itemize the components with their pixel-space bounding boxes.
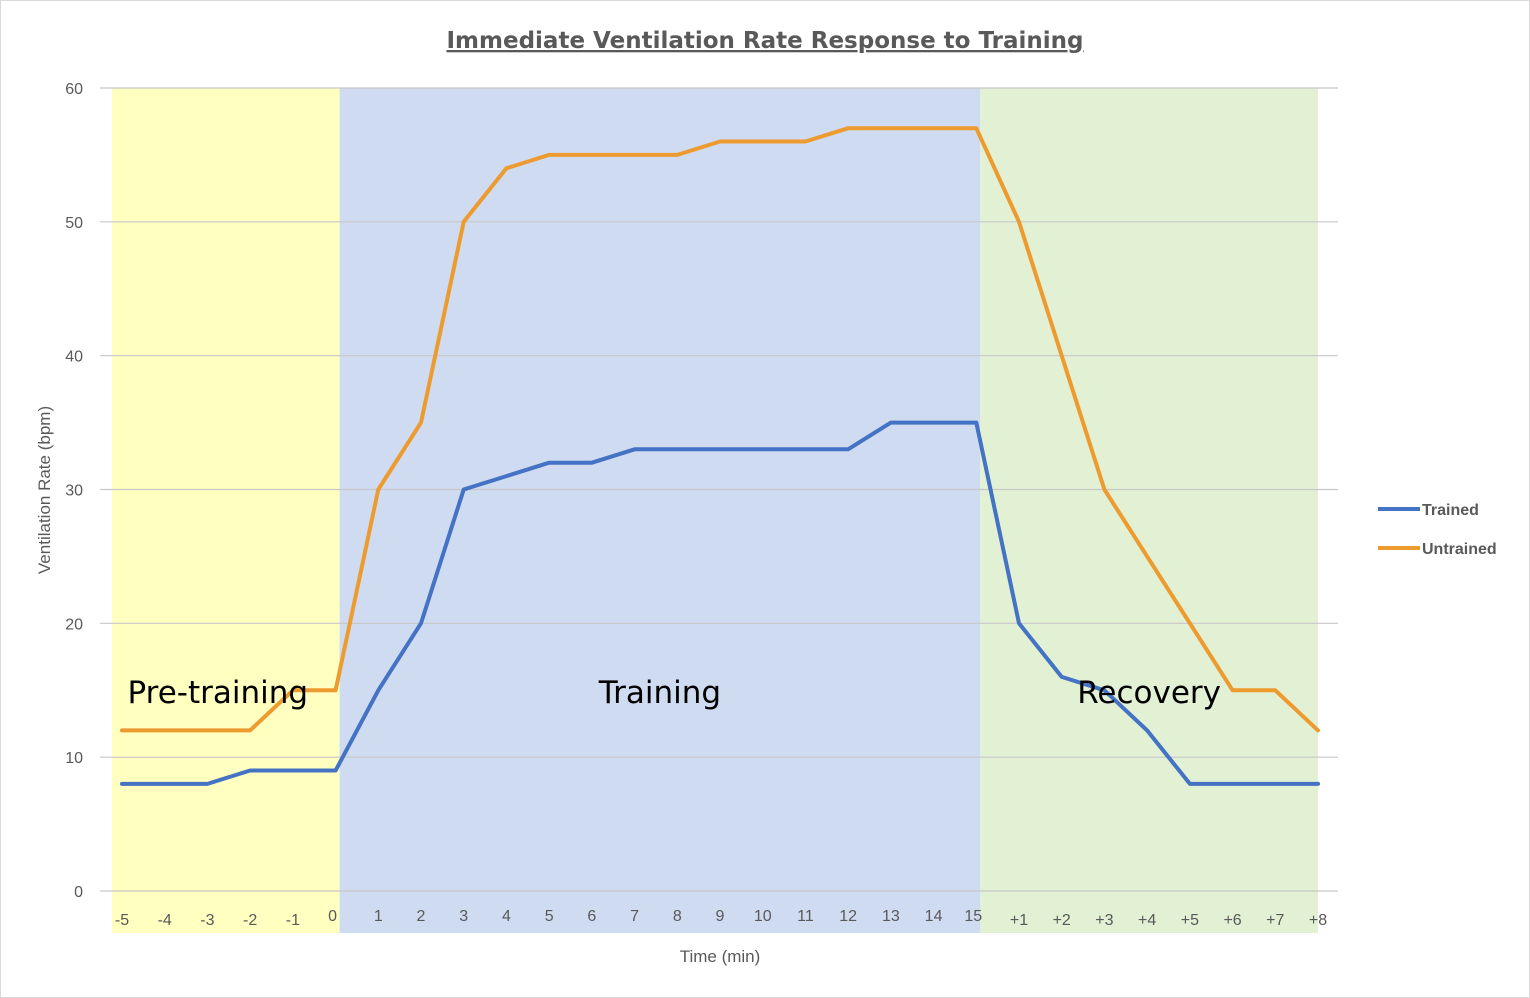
- bands: [112, 88, 1318, 933]
- x-tick-label: 3: [459, 908, 468, 925]
- series-line-trained: [120, 420, 1320, 786]
- y-tick-label: 50: [65, 215, 83, 232]
- x-tick-label: 0: [328, 908, 337, 925]
- band-training: [339, 88, 981, 933]
- x-tick-label: +1: [1010, 912, 1028, 929]
- x-tick-label: +4: [1138, 912, 1156, 929]
- x-tick-label: 6: [587, 908, 596, 925]
- x-tick-label: 8: [673, 908, 682, 925]
- x-tick-labels: -5 -4 -3 -2 -1 0 1 2 3 4 5 6 7 8 9 10 11 12 13 14 15 +1 +2 +3 +4…: [115, 908, 1327, 929]
- band-label: Recovery: [1077, 675, 1221, 711]
- band-recovery: [980, 88, 1318, 933]
- x-tick-label: -4: [158, 912, 172, 929]
- x-tick-label: 14: [925, 908, 943, 925]
- legend-label: Untrained: [1422, 541, 1497, 558]
- x-tick-label: 11: [797, 908, 814, 925]
- x-tick-label: -2: [243, 912, 257, 929]
- x-tick-label: 13: [882, 908, 900, 925]
- x-tick-label: +3: [1095, 912, 1113, 929]
- x-tick-label: +8: [1309, 912, 1327, 929]
- y-tick-label: 60: [65, 81, 83, 98]
- legend: Trained Untrained: [1378, 502, 1497, 558]
- x-tick-label: +5: [1181, 912, 1199, 929]
- series-line-untrained: [120, 126, 1320, 733]
- y-tick-label: 10: [65, 750, 83, 767]
- chart-title: Immediate Ventilation Rate Response to T…: [447, 28, 1084, 54]
- x-tick-label: 1: [374, 908, 383, 925]
- x-tick-label: -3: [200, 912, 214, 929]
- x-tick-label: +7: [1266, 912, 1284, 929]
- x-axis-label: Time (min): [680, 947, 761, 966]
- x-tick-label: 12: [839, 908, 857, 925]
- x-tick-label: 10: [754, 908, 772, 925]
- legend-label: Trained: [1422, 502, 1479, 519]
- band-label: Training: [598, 675, 721, 711]
- x-tick-label: 15: [964, 908, 982, 925]
- gridlines: [100, 87, 1338, 892]
- x-tick-label: +6: [1223, 912, 1241, 929]
- x-tick-label: 7: [630, 908, 639, 925]
- x-tick-label: 2: [417, 908, 426, 925]
- y-tick-label: 30: [65, 483, 83, 500]
- x-tick-label: +2: [1053, 912, 1071, 929]
- y-axis-label: Ventilation Rate (bpm): [35, 406, 54, 574]
- x-tick-label: 9: [716, 908, 725, 925]
- x-tick-label: -1: [286, 912, 300, 929]
- band-labels: Pre-training Training Recovery: [127, 675, 1221, 711]
- y-tick-label: 40: [65, 349, 83, 366]
- y-tick-label: 20: [65, 616, 83, 633]
- x-tick-label: 4: [502, 908, 511, 925]
- x-tick-label: -5: [115, 912, 129, 929]
- series-lines: [120, 126, 1320, 786]
- band-pre-training: [112, 88, 340, 933]
- y-tick-labels: 0 10 20 30 40 50 60: [65, 81, 83, 901]
- x-tick-label: 5: [545, 908, 554, 925]
- band-label: Pre-training: [127, 675, 308, 711]
- y-tick-label: 0: [74, 884, 83, 901]
